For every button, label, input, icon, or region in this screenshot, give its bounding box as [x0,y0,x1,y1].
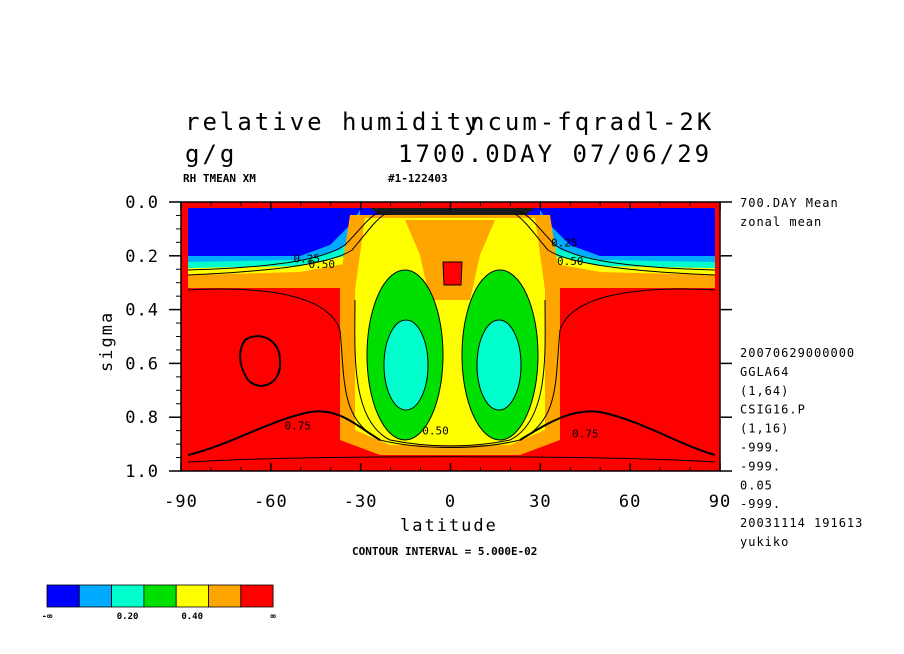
colorbar-swatch [78,584,113,608]
colorbar-swatch [143,584,177,608]
side-info-line: -999. [740,459,781,473]
tropical-red-cell [443,262,462,285]
right-teal-cell [477,320,521,410]
side-info-line: 0.05 [740,478,773,492]
y-tick-label: 0.4 [125,301,159,321]
chart-run-title: ncum-fqradl-2K [470,108,714,136]
x-tick-label: 60 [619,492,641,512]
y-tick-label: 0.2 [125,247,159,267]
colorbar-label: 0.40 [181,612,203,622]
time-label: 1700.0DAY 07/06/29 [398,140,712,168]
y-tick-label: 0.0 [125,193,159,213]
contour-label: 0.50 [557,255,584,268]
side-info-line: 20070629000000 [740,346,855,360]
chart-title: relative humidity [185,108,482,136]
colorbar-swatch [208,584,242,608]
side-info-line: GGLA64 [740,365,789,379]
colorbar-swatch [240,584,274,608]
side-info-line: 700.DAY Mean [740,196,839,210]
side-info-line: -999. [740,497,781,511]
side-info-line: CSIG16.P [740,403,806,417]
y-tick-label: 0.8 [125,408,159,428]
x-tick-label: 90 [709,492,731,512]
contour-interval-label: CONTOUR INTERVAL = 5.000E-02 [352,545,537,558]
x-tick-label: -60 [254,492,288,512]
colorbar-swatch [111,584,145,608]
colorbar-swatch [46,584,80,608]
units-label: g/g [185,140,237,168]
colorbar-label: 0.20 [117,612,139,622]
contour-label: 0.25 [294,252,321,265]
x-tick-label: -90 [164,492,198,512]
x-axis-label: latitude [400,516,498,536]
contour-labels: 0.250.500.250.500.750.750.50 [285,236,599,440]
contour-label: 0.50 [308,258,335,271]
x-tick-label: 0 [445,492,456,512]
side-info-line: 20031114 191613 [740,516,863,530]
left-teal-cell [384,320,428,410]
contour-lines [187,211,716,463]
contour-label: 0.50 [422,425,449,438]
variable-label: RH TMEAN XM [183,172,256,185]
side-info-line: -999. [740,441,781,455]
colorbar-swatch [175,584,209,608]
x-tick-label: 30 [529,492,551,512]
side-info-line: (1,64) [740,384,789,398]
y-tick-label: 0.6 [125,354,159,374]
tropical-orange-top [405,220,495,300]
colorbar-label: -∞ [42,612,53,622]
y-tick-label: 1.0 [125,462,159,482]
side-info-bottom: 20070629000000 GGLA64 (1,64) CSIG16.P (1,16)… [740,346,863,549]
contour-label: 0.25 [551,236,578,249]
x-tick-label: -30 [344,492,378,512]
side-info-line: zonal mean [740,215,822,229]
colorbar: -∞ 0.20 0.40 ∞ [42,584,276,622]
side-info-top: 700.DAY Mean zonal mean [740,196,839,229]
upper-tropical-dark [370,208,535,215]
plot-area [180,201,721,472]
side-info-line: (1,16) [740,422,789,436]
contour-label: 0.75 [572,427,599,440]
colorbar-label: ∞ [270,612,276,622]
side-info-line: yukiko [740,535,789,549]
y-axis-label: sigma [97,311,117,372]
run-id-label: #1-122403 [388,172,448,185]
axes: -90 -60 -30 0 30 60 90 0.0 0.2 0.4 0.6 0.8 1.0 [125,193,732,512]
contour-label: 0.75 [285,419,312,432]
